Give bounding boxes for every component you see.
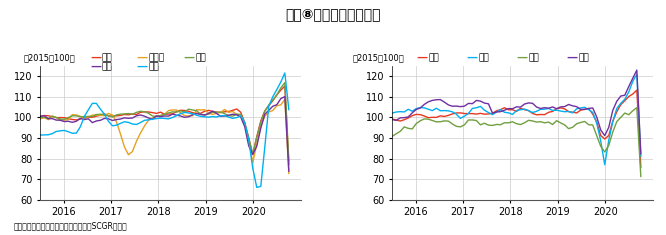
Text: 図表⑧　鉱工業生産指数: 図表⑧ 鉱工業生産指数 — [285, 7, 381, 21]
Text: 東北: 東北 — [195, 53, 206, 62]
Text: —: — — [137, 62, 148, 72]
Text: 中国: 中国 — [478, 53, 489, 62]
Text: 北海道: 北海道 — [149, 53, 165, 62]
Text: —: — — [416, 52, 428, 62]
Text: —: — — [90, 62, 101, 72]
Text: （2015＝100）: （2015＝100） — [23, 53, 75, 62]
Text: 四国: 四国 — [528, 53, 539, 62]
Text: —: — — [466, 52, 478, 62]
Text: —: — — [566, 52, 577, 62]
Text: —: — — [137, 52, 148, 62]
Text: —: — — [183, 52, 194, 62]
Text: 全国: 全国 — [102, 53, 113, 62]
Text: 近畿: 近畿 — [428, 53, 439, 62]
Text: 関東: 関東 — [102, 63, 113, 72]
Text: —: — — [516, 52, 527, 62]
Text: —: — — [90, 52, 101, 62]
Text: （2015＝100）: （2015＝100） — [353, 53, 405, 62]
Text: 九州: 九州 — [578, 53, 589, 62]
Text: 中部: 中部 — [149, 63, 159, 72]
Text: （出所：経済産業省、経済産業局よりSCGR作成）: （出所：経済産業省、経済産業局よりSCGR作成） — [13, 221, 127, 230]
